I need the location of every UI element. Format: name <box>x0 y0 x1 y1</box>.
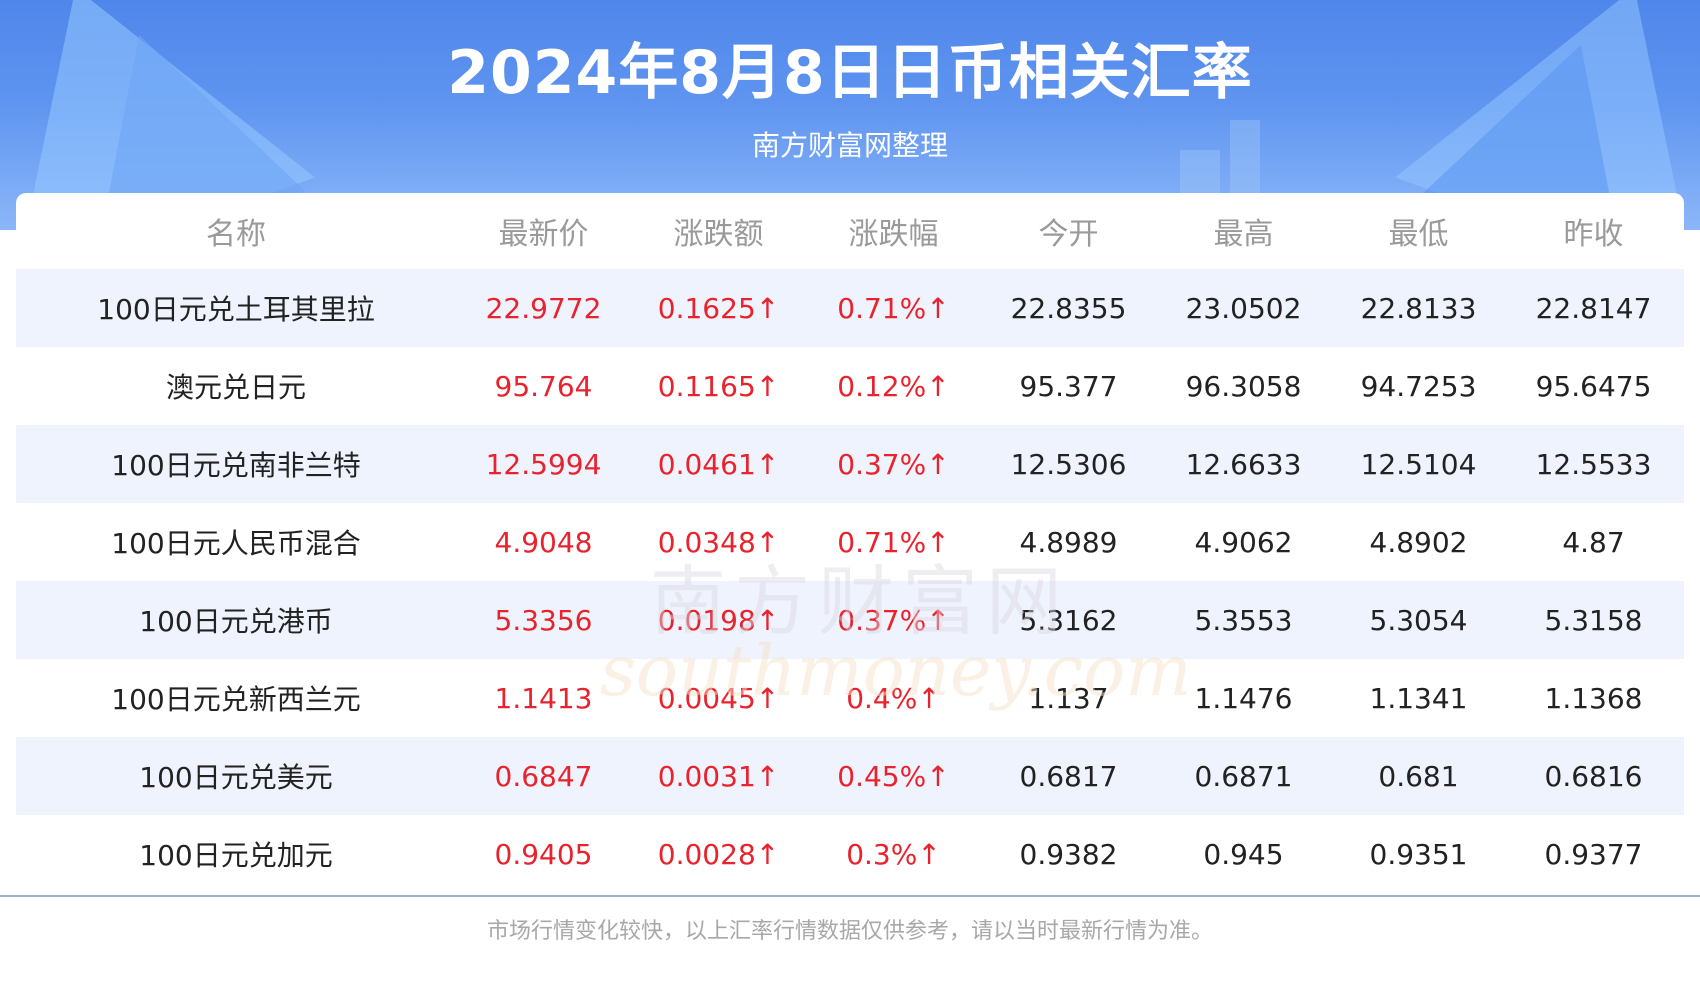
low-price: 5.3054 <box>1369 603 1468 637</box>
table-row: 100日元兑港币 5.3356 0.0198↑ 0.37%↑ 5.3162 5.… <box>16 581 1684 659</box>
change-percent: 0.12%↑ <box>837 369 950 403</box>
change-amount: 0.0348↑ <box>657 525 780 559</box>
open-price: 0.9382 <box>1019 837 1118 871</box>
low-price: 1.1341 <box>1369 681 1468 715</box>
latest-price: 0.9405 <box>494 837 593 871</box>
rate-name: 100日元兑新西兰元 <box>111 683 361 716</box>
column-header-change-pct: 涨跌幅 <box>848 217 939 252</box>
open-price: 22.8355 <box>1010 291 1127 325</box>
rate-name: 100日元兑南非兰特 <box>111 449 361 482</box>
page-title: 2024年8月8日日币相关汇率 <box>447 38 1253 108</box>
open-price: 12.5306 <box>1010 447 1127 481</box>
rate-table: 名称 最新价 涨跌额 涨跌幅 今开 最高 最低 昨收 100日元兑土耳其里拉 2… <box>16 193 1684 893</box>
low-price: 22.8133 <box>1360 291 1477 325</box>
change-amount: 0.0461↑ <box>657 447 780 481</box>
latest-price: 0.6847 <box>494 759 593 793</box>
table-row: 100日元兑南非兰特 12.5994 0.0461↑ 0.37%↑ 12.530… <box>16 425 1684 503</box>
change-percent: 0.4%↑ <box>846 681 941 715</box>
low-price: 0.9351 <box>1369 837 1468 871</box>
prev-close: 12.5533 <box>1535 447 1652 481</box>
rate-name: 100日元兑港币 <box>139 605 333 638</box>
change-amount: 0.1625↑ <box>657 291 780 325</box>
open-price: 4.8989 <box>1019 525 1118 559</box>
change-percent: 0.45%↑ <box>837 759 950 793</box>
latest-price: 4.9048 <box>494 525 593 559</box>
rate-name: 澳元兑日元 <box>165 371 306 404</box>
change-amount: 0.1165↑ <box>657 369 780 403</box>
prev-close: 22.8147 <box>1535 291 1652 325</box>
high-price: 5.3553 <box>1194 603 1293 637</box>
column-header-high: 最高 <box>1213 217 1274 252</box>
latest-price: 95.764 <box>494 369 593 403</box>
prev-close: 0.9377 <box>1544 837 1643 871</box>
table-row: 100日元兑土耳其里拉 22.9772 0.1625↑ 0.71%↑ 22.83… <box>16 269 1684 347</box>
rate-name: 100日元兑美元 <box>139 761 333 794</box>
change-amount: 0.0045↑ <box>657 681 780 715</box>
column-header-low: 最低 <box>1388 217 1449 252</box>
footer-divider <box>0 895 1700 897</box>
column-header-prev-close: 昨收 <box>1563 217 1624 252</box>
high-price: 12.6633 <box>1185 447 1302 481</box>
table-row: 澳元兑日元 95.764 0.1165↑ 0.12%↑ 95.377 96.30… <box>16 347 1684 425</box>
change-percent: 0.3%↑ <box>846 837 941 871</box>
change-percent: 0.71%↑ <box>837 525 950 559</box>
high-price: 96.3058 <box>1185 369 1302 403</box>
open-price: 95.377 <box>1019 369 1118 403</box>
latest-price: 5.3356 <box>494 603 593 637</box>
prev-close: 1.1368 <box>1544 681 1643 715</box>
change-amount: 0.0031↑ <box>657 759 780 793</box>
low-price: 0.681 <box>1378 759 1459 793</box>
prev-close: 95.6475 <box>1535 369 1652 403</box>
page-subtitle: 南方财富网整理 <box>751 129 948 162</box>
latest-price: 22.9772 <box>485 291 602 325</box>
open-price: 1.137 <box>1028 681 1109 715</box>
latest-price: 1.1413 <box>494 681 593 715</box>
prev-close: 0.6816 <box>1544 759 1643 793</box>
low-price: 4.8902 <box>1369 525 1468 559</box>
low-price: 12.5104 <box>1360 447 1477 481</box>
high-price: 23.0502 <box>1185 291 1302 325</box>
open-price: 0.6817 <box>1019 759 1118 793</box>
high-price: 4.9062 <box>1194 525 1293 559</box>
rate-name: 100日元兑加元 <box>139 839 333 872</box>
column-header-name: 名称 <box>206 217 266 252</box>
prev-close: 5.3158 <box>1544 603 1643 637</box>
table-header-row: 名称 最新价 涨跌额 涨跌幅 今开 最高 最低 昨收 <box>16 193 1684 269</box>
disclaimer-note: 市场行情变化较快，以上汇率行情数据仅供参考，请以当时最新行情为准。 <box>486 919 1213 944</box>
high-price: 0.945 <box>1203 837 1284 871</box>
rate-name: 100日元兑土耳其里拉 <box>97 293 375 326</box>
table-row: 100日元兑新西兰元 1.1413 0.0045↑ 0.4%↑ 1.137 1.… <box>16 659 1684 737</box>
high-price: 0.6871 <box>1194 759 1293 793</box>
latest-price: 12.5994 <box>485 447 602 481</box>
table-row: 100日元兑加元 0.9405 0.0028↑ 0.3%↑ 0.9382 0.9… <box>16 815 1684 893</box>
table-row: 100日元兑美元 0.6847 0.0031↑ 0.45%↑ 0.6817 0.… <box>16 737 1684 815</box>
rate-name: 100日元人民币混合 <box>111 527 361 560</box>
column-header-change: 涨跌额 <box>673 217 764 252</box>
prev-close: 4.87 <box>1562 525 1625 559</box>
column-header-open: 今开 <box>1038 217 1099 252</box>
change-percent: 0.71%↑ <box>837 291 950 325</box>
table-row: 100日元人民币混合 4.9048 0.0348↑ 0.71%↑ 4.8989 … <box>16 503 1684 581</box>
high-price: 1.1476 <box>1194 681 1293 715</box>
change-amount: 0.0028↑ <box>657 837 780 871</box>
open-price: 5.3162 <box>1019 603 1118 637</box>
change-amount: 0.0198↑ <box>657 603 780 637</box>
low-price: 94.7253 <box>1360 369 1477 403</box>
change-percent: 0.37%↑ <box>837 603 950 637</box>
column-header-latest: 最新价 <box>498 217 589 252</box>
header-banner: 2024年8月8日日币相关汇率 南方财富网整理 <box>0 0 1700 230</box>
change-percent: 0.37%↑ <box>837 447 950 481</box>
